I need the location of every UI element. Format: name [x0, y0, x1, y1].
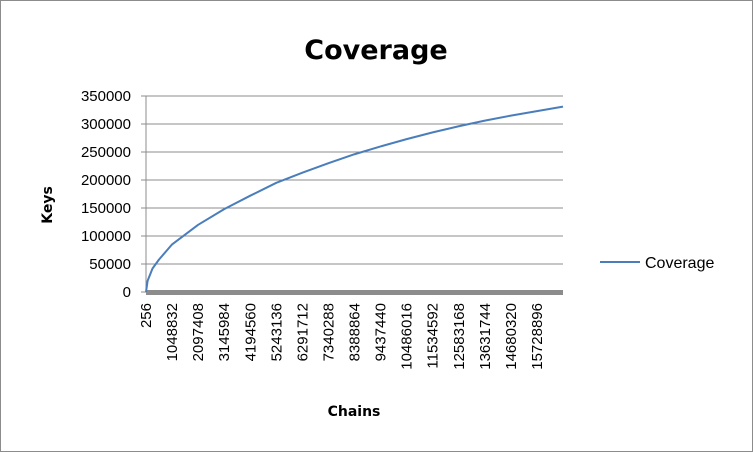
x-tick-label: 7340288: [320, 303, 337, 361]
x-tick-label: 14680320: [503, 303, 520, 370]
y-tick-label: 0: [123, 284, 131, 301]
x-tick-label: 11534592: [425, 303, 442, 369]
y-tick-label: 300000: [81, 116, 131, 133]
x-tick-label: 12583168: [451, 303, 468, 370]
y-tick-label: 50000: [89, 256, 131, 273]
x-tick-label: 8388864: [347, 303, 364, 361]
x-tick-label: 2097408: [190, 303, 207, 361]
legend-label: Coverage: [645, 255, 714, 272]
y-axis-ticks: 0 50000 100000 150000 200000 250000 300000 3500…: [81, 88, 146, 301]
x-tick-label: 9437440: [373, 303, 390, 361]
x-tick-label: 256: [138, 303, 155, 328]
x-axis-line: [146, 290, 563, 295]
x-tick-label: 4194560: [242, 303, 259, 361]
y-tick-label: 250000: [81, 144, 131, 161]
y-tick-label: 200000: [81, 172, 131, 189]
y-tick-label: 150000: [81, 200, 131, 217]
x-tick-label: 13631744: [477, 303, 494, 370]
x-axis-ticks: 256 1048832 2097408 3145984 4194560 5243136 62…: [138, 303, 546, 370]
x-tick-label: 1048832: [164, 303, 181, 361]
y-tick-label: 100000: [81, 228, 131, 245]
x-tick-label: 3145984: [216, 303, 233, 361]
x-tick-label: 6291712: [294, 303, 311, 361]
x-tick-label: 5243136: [268, 303, 285, 361]
x-axis-label: Chains: [328, 404, 381, 420]
series-line-coverage: [145, 105, 564, 293]
y-tick-label: 350000: [81, 88, 131, 105]
axes: [145, 96, 563, 295]
series-layer: [145, 105, 564, 293]
x-tick-label: 10486016: [399, 303, 416, 370]
x-tick-label: 15728896: [529, 303, 546, 370]
legend: Coverage: [600, 255, 714, 272]
y-axis-label: Keys: [40, 186, 56, 224]
gridlines: [146, 95, 563, 265]
chart-title: Coverage: [304, 35, 447, 66]
